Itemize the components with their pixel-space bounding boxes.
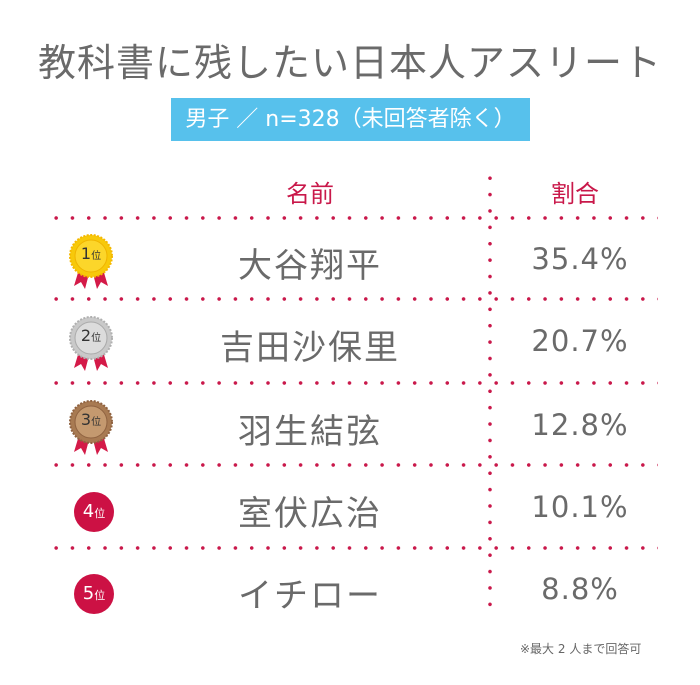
athlete-name: 吉田沙保里 xyxy=(220,328,400,368)
rank-label: 1位 xyxy=(80,244,102,263)
rank-badge-icon: 4位 xyxy=(74,492,114,532)
footnote: ※最大 2 人まで回答可 xyxy=(520,642,642,656)
rank-badge-icon: 5位 xyxy=(74,574,114,614)
page-title: 教科書に残したい日本人アスリート xyxy=(37,41,662,85)
row-divider-dotted xyxy=(48,463,658,467)
athlete-name: イチロー xyxy=(238,576,382,616)
row-divider-dotted xyxy=(48,216,658,220)
column-header-name: 名前 xyxy=(286,180,334,208)
column-divider-dotted xyxy=(488,170,492,616)
rank-label: 3位 xyxy=(80,410,102,429)
bronze-medal-icon: 3位 xyxy=(68,400,114,458)
athlete-ratio: 12.8% xyxy=(531,408,629,442)
rank-label: 2位 xyxy=(80,326,102,345)
ranking-row: 4位 室伏広治 10.1% xyxy=(0,468,700,550)
ranking-row: 5位 イチロー 8.8% xyxy=(0,550,700,632)
row-divider-dotted xyxy=(48,381,658,385)
athlete-name: 羽生結弦 xyxy=(238,412,382,452)
ranking-row: 3位 羽生結弦 12.8% xyxy=(0,386,700,468)
column-header-ratio: 割合 xyxy=(551,180,599,208)
row-divider-dotted xyxy=(48,546,658,550)
athlete-ratio: 20.7% xyxy=(531,324,629,358)
silver-medal-icon: 2位 xyxy=(68,316,114,374)
row-divider-dotted xyxy=(48,297,658,301)
athlete-ratio: 8.8% xyxy=(541,572,619,606)
athlete-name: 大谷翔平 xyxy=(238,246,382,286)
gold-medal-icon: 1位 xyxy=(68,234,114,292)
athlete-ratio: 10.1% xyxy=(531,490,629,524)
ranking-row: 2位 吉田沙保里 20.7% xyxy=(0,302,700,384)
athlete-name: 室伏広治 xyxy=(238,494,382,534)
athlete-ratio: 35.4% xyxy=(531,242,629,276)
ranking-row: 1位 大谷翔平 35.4% xyxy=(0,220,700,302)
sample-subtitle-banner: 男子 ／ n=328（未回答者除く） xyxy=(171,98,530,141)
